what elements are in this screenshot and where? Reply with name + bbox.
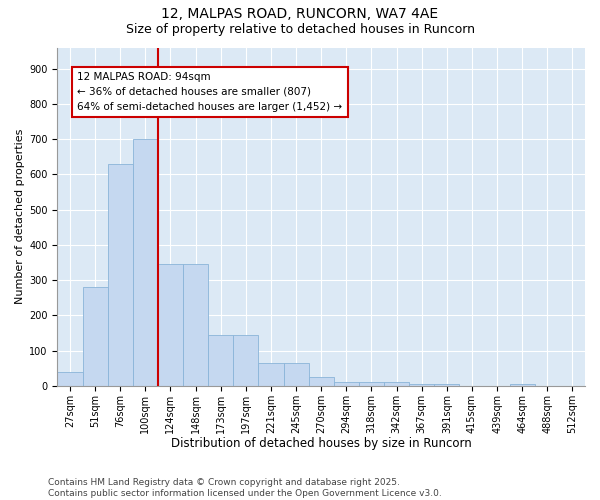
Bar xyxy=(158,264,183,386)
Text: Size of property relative to detached houses in Runcorn: Size of property relative to detached ho… xyxy=(125,22,475,36)
Bar xyxy=(133,139,158,386)
Bar xyxy=(58,372,83,386)
Bar xyxy=(384,382,409,386)
Y-axis label: Number of detached properties: Number of detached properties xyxy=(15,129,25,304)
Bar xyxy=(259,363,284,386)
Bar xyxy=(208,334,233,386)
Bar xyxy=(434,384,460,386)
Bar xyxy=(359,382,384,386)
Text: 12 MALPAS ROAD: 94sqm
← 36% of detached houses are smaller (807)
64% of semi-det: 12 MALPAS ROAD: 94sqm ← 36% of detached … xyxy=(77,72,343,112)
Bar xyxy=(334,382,359,386)
Bar xyxy=(183,264,208,386)
Bar xyxy=(284,363,308,386)
Text: 12, MALPAS ROAD, RUNCORN, WA7 4AE: 12, MALPAS ROAD, RUNCORN, WA7 4AE xyxy=(161,8,439,22)
Text: Contains HM Land Registry data © Crown copyright and database right 2025.
Contai: Contains HM Land Registry data © Crown c… xyxy=(48,478,442,498)
Bar xyxy=(509,384,535,386)
Bar xyxy=(409,384,434,386)
Bar xyxy=(107,164,133,386)
Bar xyxy=(233,334,259,386)
Bar xyxy=(83,287,107,386)
Bar xyxy=(308,377,334,386)
X-axis label: Distribution of detached houses by size in Runcorn: Distribution of detached houses by size … xyxy=(171,437,472,450)
